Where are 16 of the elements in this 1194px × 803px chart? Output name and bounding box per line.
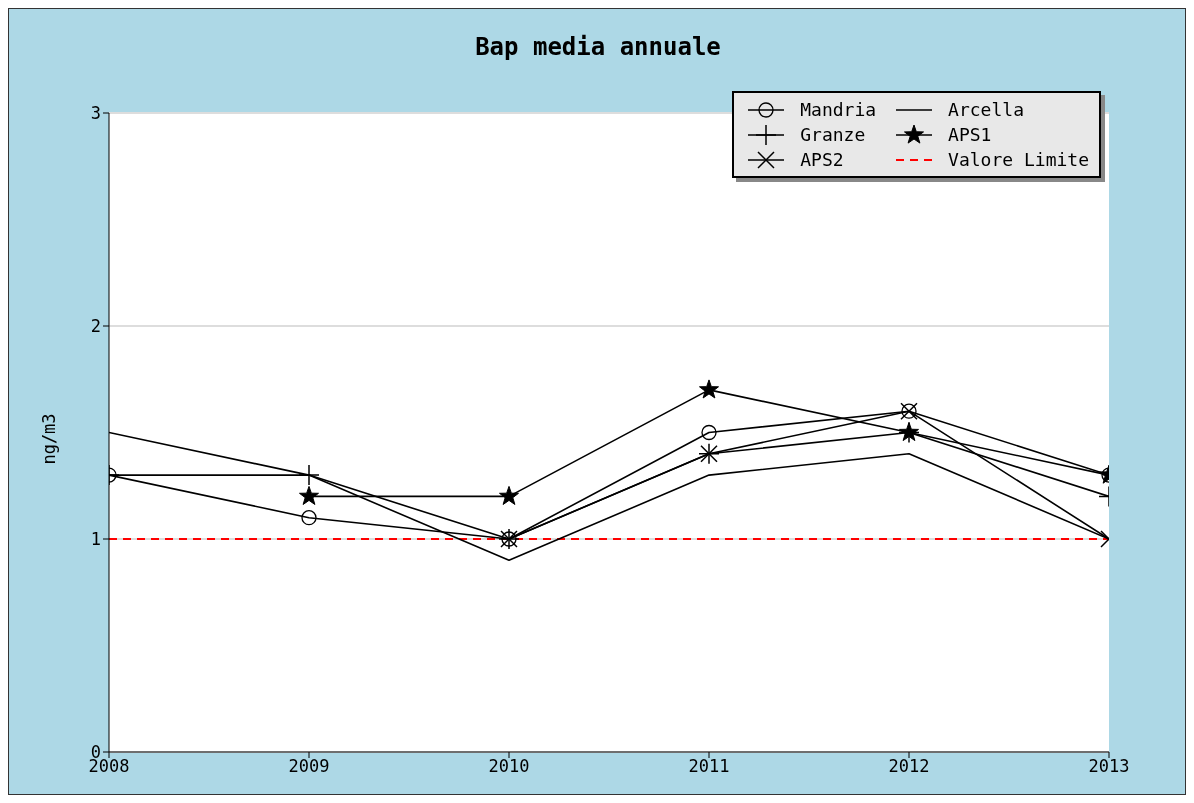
legend-label: APS1 <box>948 124 992 145</box>
legend-label: APS2 <box>800 149 844 170</box>
y-tick-label: 3 <box>90 103 101 124</box>
x-tick-label: 2010 <box>488 756 530 777</box>
y-tick-label: 2 <box>90 316 101 337</box>
legend-label: Granze <box>800 124 866 145</box>
legend-label: Arcella <box>948 99 1024 120</box>
y-tick-label: 1 <box>90 529 101 550</box>
legend-label: Valore Limite <box>948 149 1089 170</box>
x-tick-label: 2013 <box>1088 756 1130 777</box>
x-tick-label: 2011 <box>688 756 730 777</box>
y-axis-title: ng/m3 <box>39 413 59 465</box>
chart-title: Bap media annuale <box>474 33 722 61</box>
x-tick-label: 2012 <box>888 756 930 777</box>
legend-label: Mandria <box>800 99 877 120</box>
x-tick-label: 2009 <box>288 756 330 777</box>
